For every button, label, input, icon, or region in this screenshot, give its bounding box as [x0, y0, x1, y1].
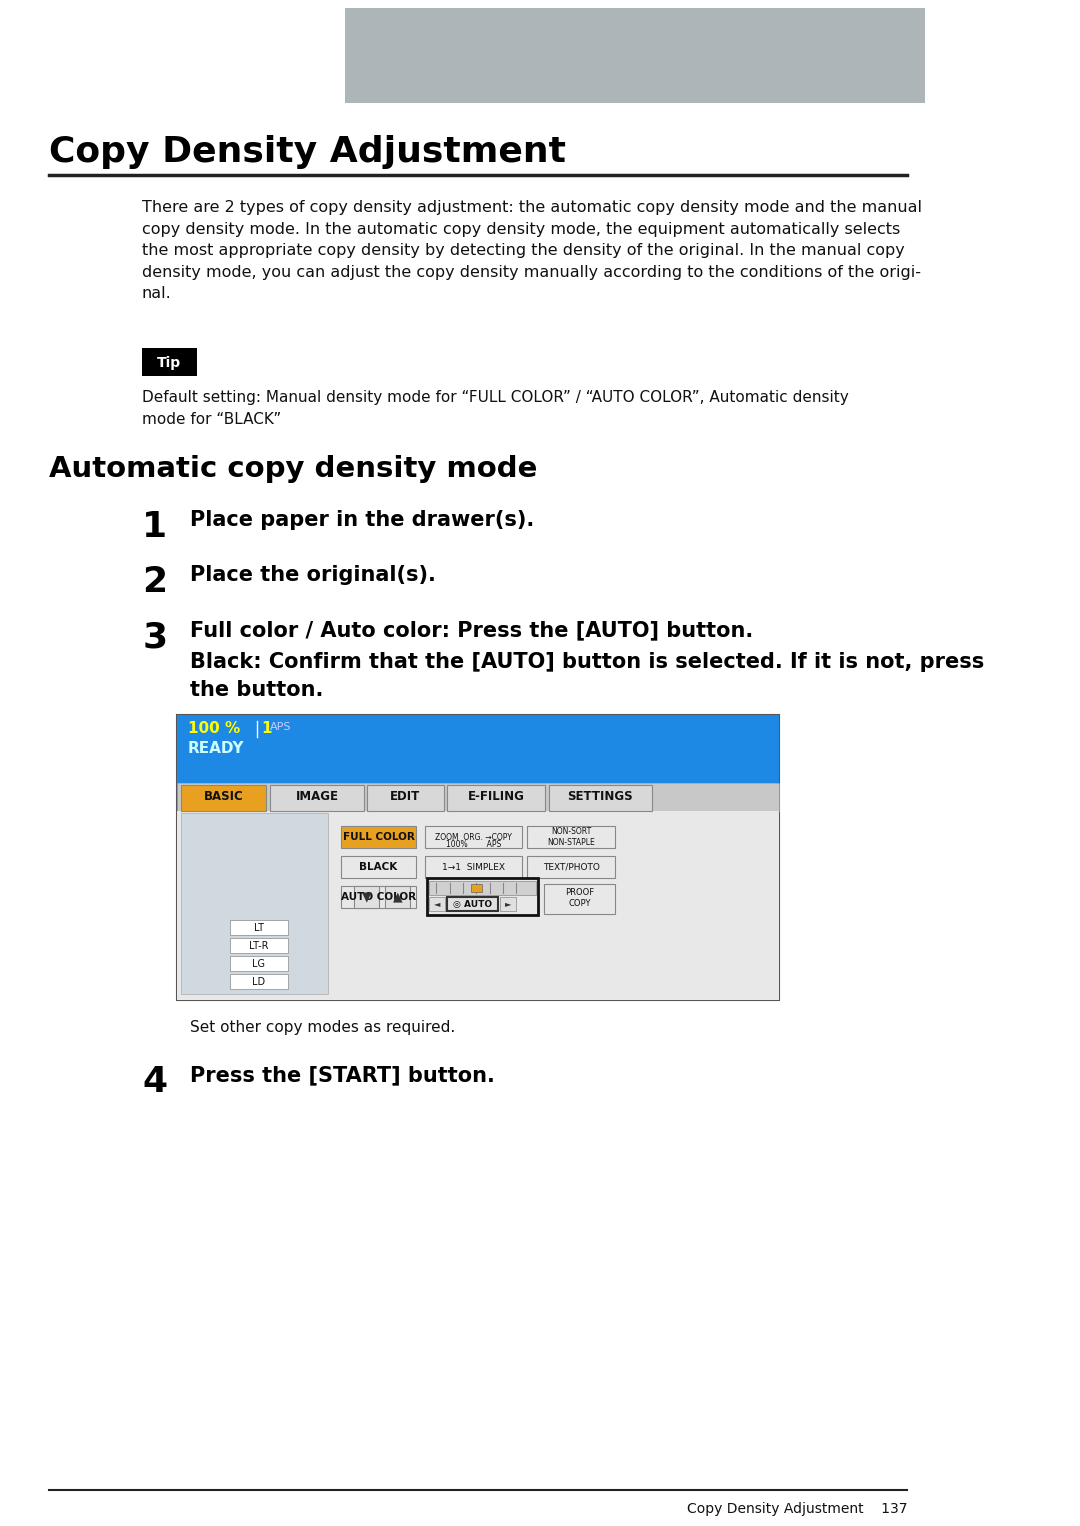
Text: Black: Confirm that the [AUTO] button is selected. If it is not, press
the butto: Black: Confirm that the [AUTO] button is… — [190, 652, 985, 700]
FancyBboxPatch shape — [270, 784, 364, 810]
Text: 1→1  SIMPLEX: 1→1 SIMPLEX — [442, 862, 505, 871]
FancyBboxPatch shape — [424, 856, 523, 877]
FancyBboxPatch shape — [354, 887, 379, 908]
Text: Full color / Auto color: Press the [AUTO] button.: Full color / Auto color: Press the [AUTO… — [190, 620, 754, 639]
FancyBboxPatch shape — [230, 938, 287, 954]
Text: ▲: ▲ — [393, 891, 403, 903]
Text: Tip: Tip — [157, 356, 181, 369]
Text: LG: LG — [252, 958, 265, 969]
FancyBboxPatch shape — [447, 897, 499, 911]
FancyBboxPatch shape — [230, 974, 287, 989]
FancyBboxPatch shape — [471, 884, 482, 893]
Text: 100 %: 100 % — [188, 720, 240, 736]
Text: READY: READY — [188, 742, 244, 755]
Text: LT-R: LT-R — [248, 940, 268, 951]
Text: NON-SORT
NON-STAPLE: NON-SORT NON-STAPLE — [548, 827, 595, 847]
Text: 3: 3 — [143, 620, 167, 655]
Text: BASIC: BASIC — [204, 789, 244, 803]
Text: ▼: ▼ — [362, 891, 372, 903]
Text: TEXT/PHOTO: TEXT/PHOTO — [542, 862, 599, 871]
FancyBboxPatch shape — [527, 826, 616, 848]
Text: 1: 1 — [261, 720, 272, 736]
Text: ►: ► — [505, 899, 512, 908]
Text: Place the original(s).: Place the original(s). — [190, 565, 436, 584]
FancyBboxPatch shape — [367, 784, 444, 810]
FancyBboxPatch shape — [177, 716, 779, 783]
Text: LT: LT — [254, 923, 264, 932]
FancyBboxPatch shape — [500, 897, 516, 911]
Text: ◎ AUTO: ◎ AUTO — [454, 899, 492, 908]
FancyBboxPatch shape — [544, 884, 616, 914]
FancyBboxPatch shape — [177, 716, 779, 1000]
FancyBboxPatch shape — [181, 784, 267, 810]
Text: ◄: ◄ — [434, 899, 441, 908]
Text: AUTO COLOR: AUTO COLOR — [341, 893, 416, 902]
Text: FULL COLOR: FULL COLOR — [342, 832, 415, 842]
Text: BLACK: BLACK — [360, 862, 397, 871]
FancyBboxPatch shape — [141, 348, 197, 375]
FancyBboxPatch shape — [424, 826, 523, 848]
Text: Press the [START] button.: Press the [START] button. — [190, 1065, 496, 1085]
FancyBboxPatch shape — [177, 783, 779, 810]
Text: Automatic copy density mode: Automatic copy density mode — [49, 455, 537, 484]
FancyBboxPatch shape — [341, 887, 416, 908]
Text: Place paper in the drawer(s).: Place paper in the drawer(s). — [190, 510, 535, 530]
Text: EDIT: EDIT — [390, 789, 420, 803]
FancyBboxPatch shape — [230, 920, 287, 935]
Text: Set other copy modes as required.: Set other copy modes as required. — [190, 1019, 456, 1035]
FancyBboxPatch shape — [430, 897, 445, 911]
FancyBboxPatch shape — [181, 813, 327, 993]
FancyBboxPatch shape — [447, 784, 545, 810]
Text: Copy Density Adjustment    137: Copy Density Adjustment 137 — [687, 1502, 907, 1515]
Text: 1: 1 — [143, 510, 167, 543]
FancyBboxPatch shape — [386, 887, 410, 908]
FancyBboxPatch shape — [230, 955, 287, 971]
FancyBboxPatch shape — [341, 826, 416, 848]
FancyBboxPatch shape — [527, 856, 616, 877]
Text: APS: APS — [270, 722, 292, 732]
Text: 4: 4 — [143, 1065, 167, 1099]
Text: SETTINGS: SETTINGS — [567, 789, 633, 803]
Text: There are 2 types of copy density adjustment: the automatic copy density mode an: There are 2 types of copy density adjust… — [141, 200, 921, 302]
Text: 2: 2 — [143, 565, 167, 600]
FancyBboxPatch shape — [177, 810, 779, 1000]
Text: PROOF
COPY: PROOF COPY — [565, 888, 594, 908]
Text: Copy Density Adjustment: Copy Density Adjustment — [49, 134, 566, 169]
FancyBboxPatch shape — [341, 856, 416, 877]
Text: ZOOM  ORG. →COPY: ZOOM ORG. →COPY — [435, 833, 512, 842]
FancyBboxPatch shape — [549, 784, 651, 810]
Text: IMAGE: IMAGE — [296, 789, 338, 803]
Text: Default setting: Manual density mode for “FULL COLOR” / “AUTO COLOR”, Automatic : Default setting: Manual density mode for… — [141, 391, 849, 427]
Text: LD: LD — [252, 977, 265, 986]
FancyBboxPatch shape — [430, 881, 536, 896]
Text: 100%        APS: 100% APS — [446, 839, 501, 848]
Text: E-FILING: E-FILING — [468, 789, 525, 803]
FancyBboxPatch shape — [346, 8, 926, 102]
